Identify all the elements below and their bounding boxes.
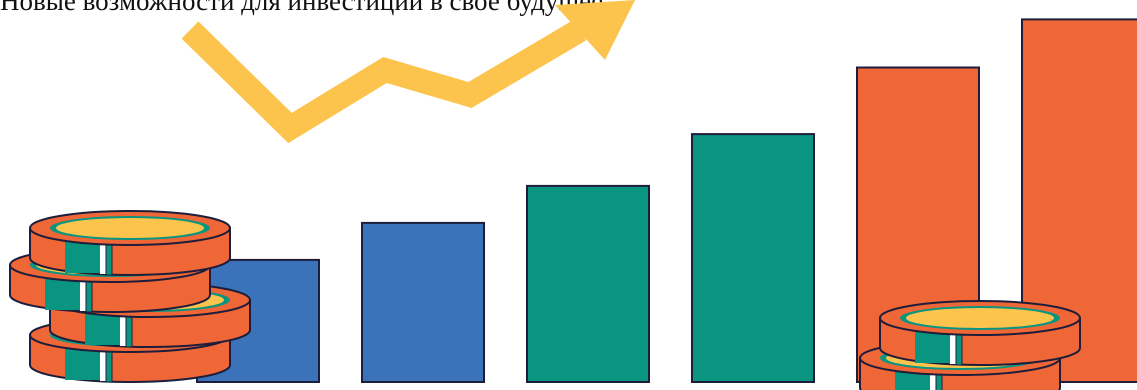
coin-stack-icon xyxy=(859,300,1081,390)
bar-4 xyxy=(691,133,815,383)
trend-arrow-icon xyxy=(181,0,635,144)
bar-2 xyxy=(361,221,485,383)
bar-3 xyxy=(526,184,650,383)
page-title: Новые возможности для инвестиций в свое … xyxy=(0,0,604,16)
coin-stack-icon xyxy=(9,210,251,383)
